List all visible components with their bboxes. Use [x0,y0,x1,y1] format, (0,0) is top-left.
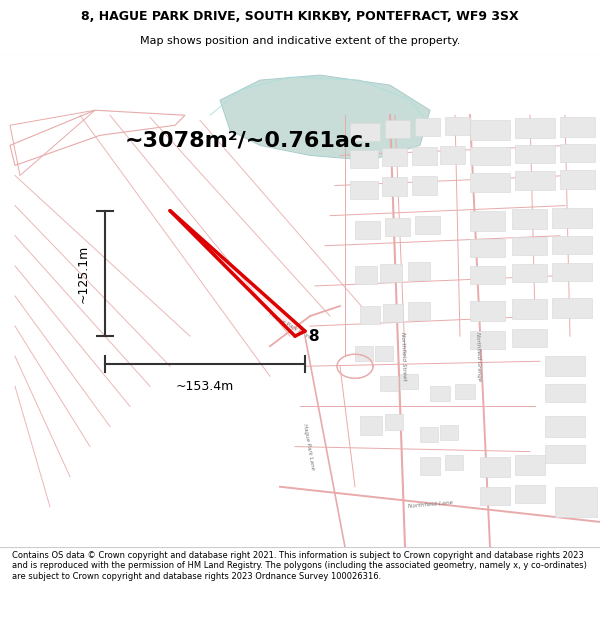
Bar [512,209,547,229]
Bar [480,487,510,505]
Text: Contains OS data © Crown copyright and database right 2021. This information is : Contains OS data © Crown copyright and d… [12,551,587,581]
Bar [552,208,592,227]
Bar [470,120,510,141]
Bar [552,263,592,281]
Bar [512,329,547,348]
Bar [355,266,377,284]
Bar [420,457,440,475]
Bar [350,123,380,141]
Bar [375,346,393,361]
Bar [515,171,555,189]
Text: Northfield Grange: Northfield Grange [475,332,481,381]
Bar [445,118,470,136]
Polygon shape [170,211,305,336]
Bar [545,444,585,462]
Bar [552,236,592,254]
Text: Hague Park Drive: Hague Park Drive [268,312,312,340]
Bar [470,266,505,284]
Bar [470,174,510,191]
Bar [545,356,585,376]
Text: ~3078m²/~0.761ac.: ~3078m²/~0.761ac. [125,131,373,151]
Bar [470,301,505,321]
Bar [470,331,505,349]
Bar [383,304,403,322]
Bar [408,302,430,320]
Bar [515,118,555,138]
Bar [515,454,545,475]
Text: ~153.4m: ~153.4m [176,380,234,393]
Bar [380,376,398,391]
Bar [552,298,592,318]
Bar [440,424,458,439]
Bar [455,384,475,399]
Text: 8: 8 [308,329,319,344]
Bar [350,151,378,169]
Bar [470,148,510,166]
Bar [415,216,440,234]
Bar [415,118,440,136]
Bar [470,211,505,231]
Polygon shape [220,75,430,161]
Bar [400,374,418,389]
Text: Northfield Lane: Northfield Lane [407,501,453,509]
Bar [512,264,547,282]
Bar [380,264,402,282]
Text: ~125.1m: ~125.1m [77,244,89,302]
Bar [385,120,410,138]
Bar [382,148,407,166]
Bar [512,237,547,255]
Bar [545,416,585,436]
Bar [420,426,438,442]
Bar [385,217,410,236]
Bar [560,144,595,162]
Bar [515,485,545,503]
Text: Hague Park Lane: Hague Park Lane [302,423,316,470]
Text: 8, HAGUE PARK DRIVE, SOUTH KIRKBY, PONTEFRACT, WF9 3SX: 8, HAGUE PARK DRIVE, SOUTH KIRKBY, PONTE… [81,10,519,23]
Bar [555,487,597,517]
Bar [430,386,450,401]
Bar [470,239,505,257]
Bar [382,177,407,196]
Bar [385,414,403,429]
Bar [560,171,595,189]
Bar [445,454,463,469]
Bar [355,221,380,239]
Bar [350,181,378,199]
Bar [560,118,595,138]
Bar [440,146,465,164]
Bar [355,346,373,361]
Text: Northfield Street: Northfield Street [400,332,406,381]
Bar [360,416,382,434]
Bar [412,176,437,194]
Bar [412,148,437,166]
Bar [512,299,547,319]
Bar [408,262,430,280]
Text: Map shows position and indicative extent of the property.: Map shows position and indicative extent… [140,36,460,46]
Bar [360,306,380,324]
Bar [545,384,585,402]
Bar [480,457,510,477]
Bar [515,146,555,164]
